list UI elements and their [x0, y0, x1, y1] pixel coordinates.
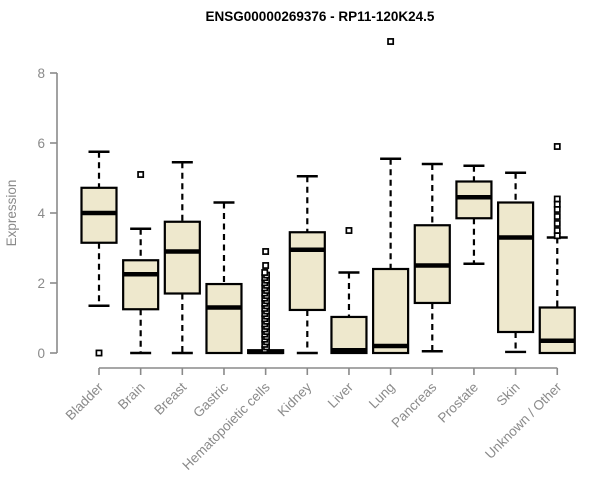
outlier-hematopoietic-cells-1	[262, 262, 270, 269]
box-group-unknown-other	[538, 143, 576, 355]
box-bladder	[80, 186, 118, 244]
box-prostate	[455, 180, 493, 220]
x-tick-label-pancreas: Pancreas	[388, 379, 439, 430]
outlier-lung-0	[387, 38, 395, 45]
x-tick-label-brain: Brain	[115, 380, 148, 413]
outlier-unknown-other-7	[553, 232, 561, 240]
box-group-liver	[330, 227, 368, 355]
y-axis-title: Expression	[4, 180, 19, 247]
y-tick-label-2: 2	[37, 276, 45, 291]
x-tick-label-kidney: Kidney	[275, 379, 315, 419]
box-brain	[122, 259, 160, 311]
box-breast	[163, 220, 201, 295]
box-group-kidney	[288, 175, 326, 355]
box-group-bladder	[80, 150, 118, 357]
outlier-brain-0	[137, 171, 145, 178]
boxes-group	[80, 38, 576, 357]
box-group-skin	[497, 171, 535, 354]
box-gastric	[205, 282, 243, 355]
box-group-brain	[122, 171, 160, 355]
x-tick-label-gastric: Gastric	[190, 379, 231, 420]
box-skin	[497, 201, 535, 334]
outlier-unknown-other-0	[553, 143, 561, 150]
x-tick-label-prostate: Prostate	[435, 380, 481, 426]
outlier-unknown-other-4	[553, 213, 561, 220]
x-tick-label-breast: Breast	[151, 379, 189, 417]
box-unknown-other	[538, 306, 576, 355]
outlier-bladder-0	[95, 349, 103, 357]
box-group-gastric	[205, 201, 243, 355]
x-tick-label-bladder: Bladder	[63, 379, 107, 423]
outlier-hematopoietic-cells-0	[262, 248, 270, 255]
y-tick-label-4: 4	[37, 206, 45, 221]
outlier-unknown-other-5	[553, 220, 561, 227]
outlier-liver-0	[345, 227, 353, 234]
box-group-pancreas	[413, 162, 451, 353]
x-tick-label-liver: Liver	[325, 379, 357, 411]
x-tick-label-lung: Lung	[366, 380, 398, 412]
box-group-lung	[372, 38, 410, 355]
chart-title: ENSG00000269376 - RP11-120K24.5	[206, 9, 435, 24]
outlier-stack-point-hematopoietic-cells	[261, 269, 269, 276]
box-lung	[372, 267, 410, 355]
x-tick-label-unknown-other: Unknown / Other	[482, 379, 565, 462]
box-group-prostate	[455, 164, 493, 265]
x-tick-label-skin: Skin	[494, 380, 523, 409]
box-kidney	[288, 231, 326, 312]
box-liver	[330, 315, 368, 355]
box-group-hematopoietic-cells	[247, 248, 285, 355]
y-tick-label-0: 0	[37, 346, 45, 361]
y-tick-label-6: 6	[37, 136, 45, 151]
box-group-breast	[163, 161, 201, 355]
y-tick-label-8: 8	[37, 66, 45, 81]
outlier-unknown-other-3	[553, 206, 561, 213]
